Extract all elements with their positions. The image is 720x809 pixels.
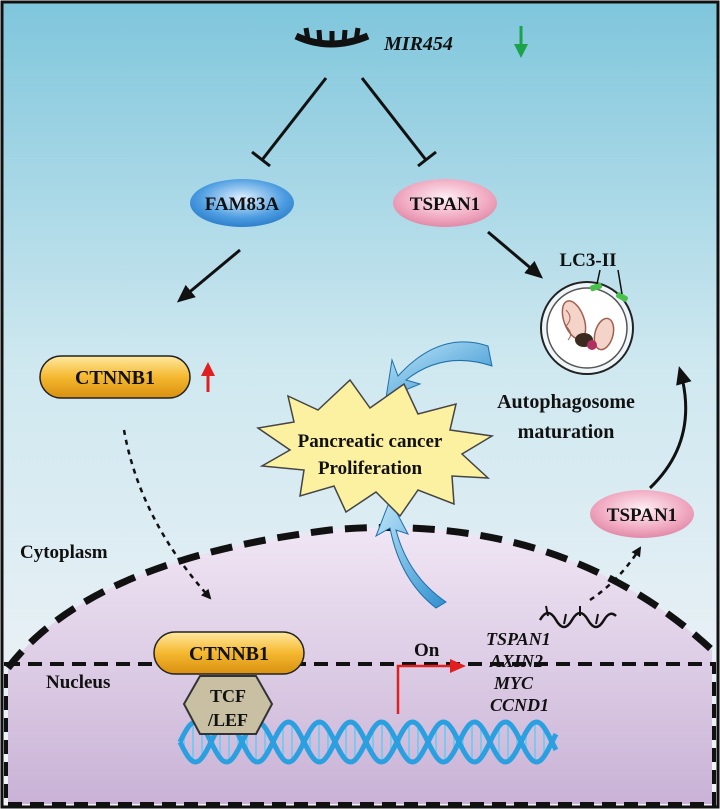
cancer-label-line1: Pancreatic cancer (298, 431, 443, 452)
cancer-burst (256, 378, 495, 518)
dna-strand (177, 719, 559, 765)
tspan1-node (393, 179, 497, 227)
ctnnb1-nuclear-node (153, 631, 305, 675)
tcf-label-line1: TCF (210, 686, 246, 706)
tspan1-product-node (590, 490, 694, 538)
tcf-lef-node (182, 675, 274, 735)
mirna-icon (294, 27, 370, 48)
gene-label: TSPAN1 (486, 629, 551, 649)
tspan1-product-label: TSPAN1 (607, 505, 677, 526)
gene-label: CCND1 (490, 695, 549, 715)
cytoplasm-label: Cytoplasm (20, 542, 108, 563)
mirna-label: MIR454 (383, 33, 453, 55)
ctnnb1-cyto-node (39, 355, 191, 399)
arrow-ctnnb1-translocation (122, 429, 212, 600)
gene-label: MYC (493, 673, 534, 693)
tspan1-label: TSPAN1 (410, 194, 480, 215)
autophagosome-icon (540, 269, 634, 375)
arrow-tspan1-autophagosome (487, 230, 544, 279)
ctnnb1-nuclear-label: CTNNB1 (189, 643, 269, 665)
arrow-tspan1-product-autophagosome (648, 366, 692, 490)
autophagosome-label-line2: maturation (518, 421, 615, 443)
nuclear-membrane (5, 524, 715, 671)
promoter-arrow-icon (396, 659, 466, 714)
dna-helix-icon (177, 719, 559, 765)
inhibition-fam83a (251, 77, 328, 168)
tcf-label-line2: /LEF (207, 710, 248, 730)
gene-label: AXIN2 (489, 651, 543, 671)
down-arrow-icon (514, 26, 528, 58)
lc3-label: LC3-II (559, 250, 616, 271)
nucleus-border (4, 662, 716, 806)
fam83a-label: FAM83A (205, 194, 280, 215)
mrna-ticks (545, 605, 599, 625)
inhibition-tspan1 (360, 77, 437, 168)
swoosh-arrow-nucleus (375, 498, 447, 609)
autophagosome-label-line1: Autophagosome (497, 391, 635, 413)
ctnnb1-cyto-label: CTNNB1 (75, 367, 155, 389)
nucleus-label: Nucleus (46, 672, 110, 693)
on-label: On (414, 640, 440, 661)
cancer-label-line2: Proliferation (318, 458, 423, 479)
arrow-fam83a-ctnnb1 (176, 248, 241, 303)
up-arrow-icon (201, 362, 215, 392)
fam83a-node (190, 179, 294, 227)
